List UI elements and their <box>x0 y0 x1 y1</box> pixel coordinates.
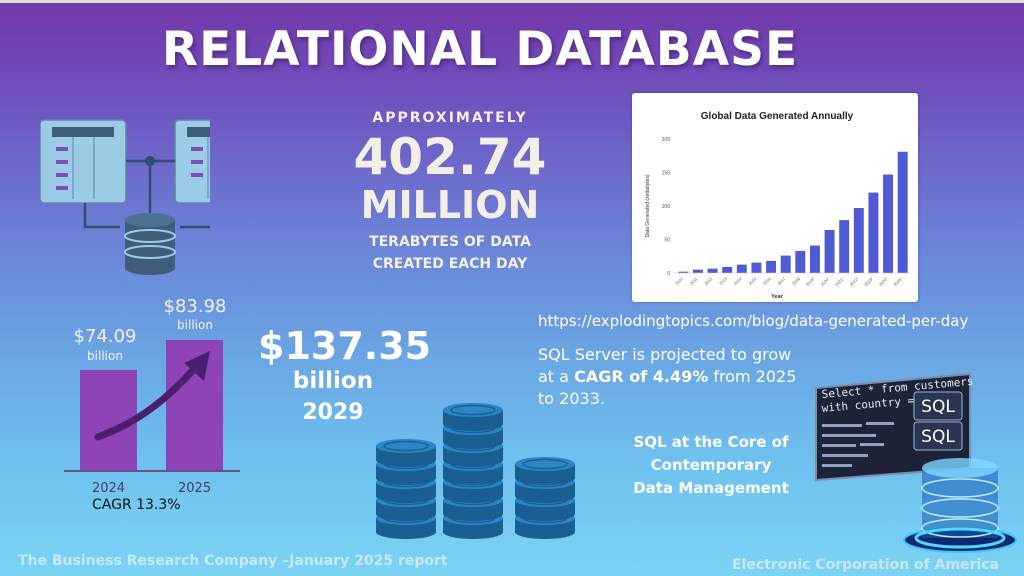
bar-2025-value: $83.98 <box>163 296 227 317</box>
stat-unit: MILLION <box>360 183 540 227</box>
core-title-line-2: Contemporary <box>650 456 772 474</box>
x-tick-label: 2025* <box>892 276 903 287</box>
x-tick-label: 2016 <box>762 276 772 286</box>
sql-badge-2: SQL <box>913 421 963 451</box>
stat-line-2: CREATED EACH DAY <box>372 256 528 272</box>
chart-bar <box>707 268 718 273</box>
sql-hologram-graphic: Select * from customers with country = '… <box>815 372 1017 553</box>
core-title-line-3: Data Management <box>633 479 789 497</box>
stat-prefix: APPROXIMATELY <box>372 110 528 126</box>
stat-number: 402.74 <box>353 128 547 186</box>
sql-growth-text: SQL Server is projected to grow at a CAG… <box>538 344 808 410</box>
coin-stack-right <box>514 456 576 540</box>
bar-2025-year: 2025 <box>177 481 212 496</box>
x-tick-label: 2020* <box>819 276 830 287</box>
chart-title: Global Data Generated Annually <box>701 111 854 122</box>
y-tick-label: 0 <box>667 271 670 277</box>
coin-stacks-icon <box>375 402 576 540</box>
y-tick-label: 150 <box>662 171 671 177</box>
y-tick-label: 200 <box>662 137 671 143</box>
left-table-icon <box>40 119 127 204</box>
chart-x-axis-label: Year <box>771 294 783 300</box>
sql-code-lines-decoration <box>822 422 894 467</box>
core-title: SQL at the Core of Contemporary Data Man… <box>625 431 797 500</box>
hologram-cylinder-icon <box>903 458 1017 553</box>
y-tick-label: 100 <box>662 204 671 210</box>
sql-badge-1: SQL <box>913 391 963 421</box>
sql-growth-after: from 2025 to 2033. <box>538 367 797 408</box>
footer-source: The Business Research Company –January 2… <box>18 553 448 569</box>
chart-bar <box>678 271 689 273</box>
chart-bar <box>736 264 747 273</box>
svg-text:SQL: SQL <box>921 397 955 417</box>
right-table-icon <box>174 119 210 204</box>
cagr-label: CAGR 13.3% <box>92 497 181 513</box>
x-tick-label: 2012 <box>703 276 713 286</box>
x-tick-label: 2017 <box>777 276 787 286</box>
top-border <box>0 0 1024 3</box>
bar-2025-unit: billion <box>177 318 213 332</box>
x-tick-label: 2023* <box>863 276 874 287</box>
svg-text:SQL: SQL <box>921 427 955 447</box>
forecast-year: 2029 <box>302 400 364 425</box>
chart-bar <box>809 245 820 273</box>
x-tick-label: 2018 <box>791 276 801 286</box>
bar-2024-unit: billion <box>87 349 123 363</box>
x-tick-label: 2022* <box>849 276 860 287</box>
global-data-chart: Global Data Generated Annually Data Gene… <box>632 93 918 302</box>
source-link[interactable]: https://explodingtopics.com/blog/data-ge… <box>538 312 969 330</box>
forecast-unit: billion <box>292 368 374 394</box>
footer-company: Electronic Corporation of America <box>732 557 999 573</box>
sql-growth-cagr: CAGR of 4.49% <box>574 367 709 386</box>
y-tick-label: 50 <box>664 238 670 244</box>
x-tick-label: 2015 <box>747 276 757 286</box>
forecast-value: $137.35 <box>258 324 432 368</box>
chart-bar <box>853 208 864 273</box>
trend-arrow-icon <box>94 351 210 441</box>
stat-line-1: TERABYTES OF DATA <box>369 234 531 250</box>
chart-bar <box>751 262 762 273</box>
x-tick-label: 2014 <box>733 276 743 286</box>
chart-bar <box>883 174 894 273</box>
x-tick-label: 2021* <box>834 276 845 287</box>
chart-bar <box>824 229 835 273</box>
chart-y-axis-label: Data Generated (zettabytes) <box>645 174 651 237</box>
bar-baseline <box>64 470 240 472</box>
page-title: RELATIONAL DATABASE <box>161 22 799 77</box>
bar-2024-year: 2024 <box>91 481 126 496</box>
database-cylinder-icon <box>124 213 176 275</box>
chart-bar <box>795 250 806 273</box>
chart-bar <box>766 260 777 273</box>
sql-growth-before: SQL Server is projected to grow at a <box>538 345 792 386</box>
chart-bar <box>897 151 908 273</box>
core-title-line-1: SQL at the Core of <box>633 433 789 451</box>
coin-stack-left <box>375 438 437 540</box>
chart-bar <box>692 269 703 273</box>
x-tick-label: 2024* <box>878 276 889 287</box>
chart-bar <box>780 255 791 273</box>
database-diagram-icon <box>40 119 210 275</box>
x-tick-label: 2019* <box>805 276 816 287</box>
x-tick-label: 2013 <box>718 276 728 286</box>
x-tick-label: 2010 <box>674 276 684 286</box>
chart-bar <box>722 266 733 273</box>
bar-2024-value: $74.09 <box>73 326 137 347</box>
x-tick-label: 2011 <box>689 276 699 286</box>
chart-bar <box>868 192 879 273</box>
coin-stack-middle <box>442 402 504 540</box>
chart-bar <box>839 220 850 273</box>
chart-svg: Global Data Generated Annually Data Gene… <box>645 111 910 300</box>
